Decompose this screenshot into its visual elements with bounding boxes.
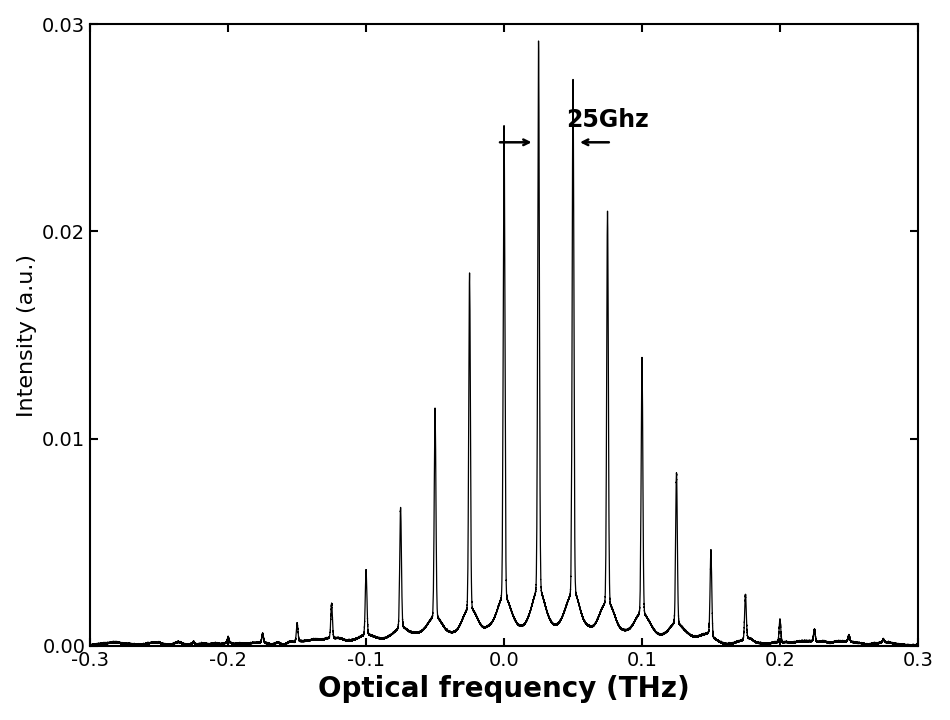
Y-axis label: Intensity (a.u.): Intensity (a.u.) [17, 253, 37, 417]
X-axis label: Optical frequency (THz): Optical frequency (THz) [318, 675, 690, 703]
Text: 25Ghz: 25Ghz [566, 108, 649, 132]
